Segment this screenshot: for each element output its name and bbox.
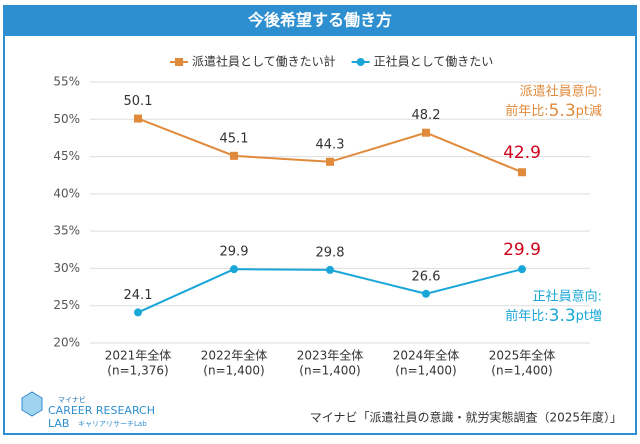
annotation-prefix: 前年比: <box>505 308 548 324</box>
data-label: 26.6 <box>412 269 441 284</box>
logo-brand: マイナビ <box>58 395 86 404</box>
x-tick-note: (n=1,376) <box>107 364 168 378</box>
y-tick-label: 30% <box>53 261 80 275</box>
x-tick-note: (n=1,400) <box>203 364 264 378</box>
legend-marker <box>356 58 365 66</box>
data-label: 45.1 <box>220 131 249 146</box>
point <box>326 265 334 274</box>
source: マイナビ「派遣社員の意識・就労実態調査（2025年度）」 <box>310 410 622 425</box>
x-tick-note: (n=1,400) <box>491 364 552 378</box>
legend-marker <box>175 58 183 66</box>
data-label: 50.1 <box>124 94 153 109</box>
annotation-body: 前年比:5.3pt減 <box>505 101 602 121</box>
legend-label: 派遣社員として働きたい計 <box>192 54 336 69</box>
y-tick-label: 50% <box>53 112 80 126</box>
annotation-suffix: pt減 <box>576 103 602 119</box>
data-label: 29.9 <box>220 245 249 260</box>
annotation-value: 3.3 <box>549 306 576 326</box>
annotation-title: 正社員意向: <box>533 289 602 305</box>
x-tick-label: 2021年全体 <box>105 348 172 363</box>
y-tick-label: 45% <box>53 149 80 163</box>
data-label: 44.3 <box>316 137 345 152</box>
title-bar <box>4 6 636 36</box>
point <box>230 265 238 274</box>
annotation-body: 前年比:3.3pt増 <box>505 306 602 326</box>
x-tick-label: 2023年全体 <box>297 348 364 363</box>
point <box>326 157 334 166</box>
data-label: 48.2 <box>412 108 441 123</box>
y-tick-label: 20% <box>53 336 80 350</box>
logo-icon <box>21 391 43 417</box>
point <box>422 289 430 298</box>
x-tick-label: 2022年全体 <box>201 348 268 363</box>
x-tick-label: 2025年全体 <box>489 348 556 363</box>
point <box>518 265 526 274</box>
annotation-title: 派遣社員意向: <box>520 84 602 100</box>
legend-label: 正社員として働きたい <box>374 54 494 69</box>
point <box>134 114 142 123</box>
point <box>422 128 430 137</box>
chart-title: 今後希望する働き方 <box>247 11 392 30</box>
annotation-prefix: 前年比: <box>505 103 548 119</box>
data-label: 42.9 <box>503 143 541 163</box>
y-tick-label: 55% <box>53 75 80 89</box>
data-label: 29.9 <box>503 240 541 260</box>
point <box>518 168 526 177</box>
x-tick-note: (n=1,400) <box>299 364 360 378</box>
logo-line1: CAREER RESEARCH <box>48 404 155 417</box>
annotation-suffix: pt増 <box>576 309 602 324</box>
point <box>134 308 142 317</box>
data-label: 24.1 <box>124 288 153 303</box>
y-tick-label: 35% <box>53 224 80 238</box>
logo-line2: LAB <box>48 417 69 430</box>
logo-sub: キャリアリサーチLab <box>78 420 147 428</box>
y-tick-label: 40% <box>53 186 80 200</box>
point <box>230 151 238 160</box>
data-label: 29.8 <box>316 245 345 260</box>
x-tick-label: 2024年全体 <box>393 348 460 363</box>
annotation-value: 5.3 <box>549 101 576 121</box>
x-tick-note: (n=1,400) <box>395 364 456 378</box>
logo: マイナビ CAREER RESEARCH LAB キャリアリサーチLab <box>21 391 155 430</box>
y-tick-label: 25% <box>53 298 80 312</box>
